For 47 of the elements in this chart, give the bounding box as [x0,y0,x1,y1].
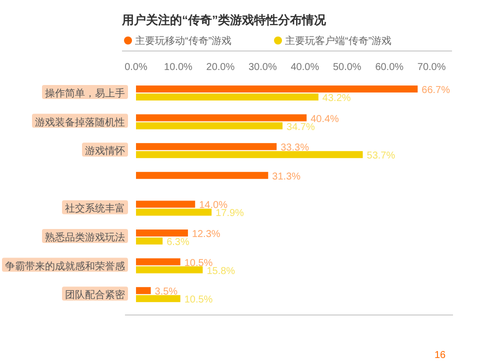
x-tick-label: 0.0% [124,62,148,73]
legend-label: 主要玩客户端“传奇”游戏 [285,35,392,47]
bar [136,172,268,179]
bar [136,151,363,158]
data-label: 12.3% [192,229,220,240]
bar [136,266,203,274]
bar [136,295,180,302]
y-tick-label: 游戏情怀 [85,145,125,158]
data-label: 17.9% [216,208,244,220]
data-label: 66.7% [422,85,450,96]
y-tick-label: 社交系统丰富 [65,202,125,215]
chart-title: 用户关注的“传奇”类游戏特性分布情况 [121,13,327,27]
data-label: 3.5% [154,286,178,298]
bar [136,208,212,216]
bar [136,287,151,294]
bar [136,86,418,92]
data-label: 43.2% [322,93,351,104]
data-label: 33.3% [280,142,310,154]
data-label: 6.3% [166,237,190,248]
legend-label: 主要玩移动“传奇”游戏 [135,35,232,47]
bar [136,143,277,150]
y-tick-label: 熟悉品类游戏玩法 [45,232,125,244]
x-tick-label: 50.0% [332,62,362,73]
data-label: 31.3% [272,171,301,182]
x-tick-label: 70.0% [417,62,446,73]
y-tick-label: 操作简单，易上手 [45,88,125,100]
y-tick-label: 争霸带来的成就感和荣誉感 [5,260,125,272]
data-label: 10.5% [184,294,213,306]
bar [136,122,283,130]
x-tick-label: 40.0% [290,62,320,73]
data-label: 15.8% [206,266,236,277]
bar [136,114,307,122]
x-tick-label: 30.0% [248,62,277,73]
text: 16 [434,350,446,361]
legend-item: 主要玩移动“传奇”游戏 [124,36,232,47]
bar [136,94,318,100]
bar [136,238,163,244]
x-tick-label: 10.0% [164,62,193,73]
x-tick-label: 20.0% [206,62,235,73]
data-label: 53.7% [366,150,396,162]
y-tick-label: 团队配合紧密 [65,289,125,302]
bar [136,230,188,236]
legend-item: 主要玩客户端“传奇”游戏 [274,36,392,47]
x-tick-label: 60.0% [375,62,404,73]
y-tick-label: 游戏装备掉落随机性 [35,116,125,128]
bar [136,258,180,266]
bar [136,200,196,208]
